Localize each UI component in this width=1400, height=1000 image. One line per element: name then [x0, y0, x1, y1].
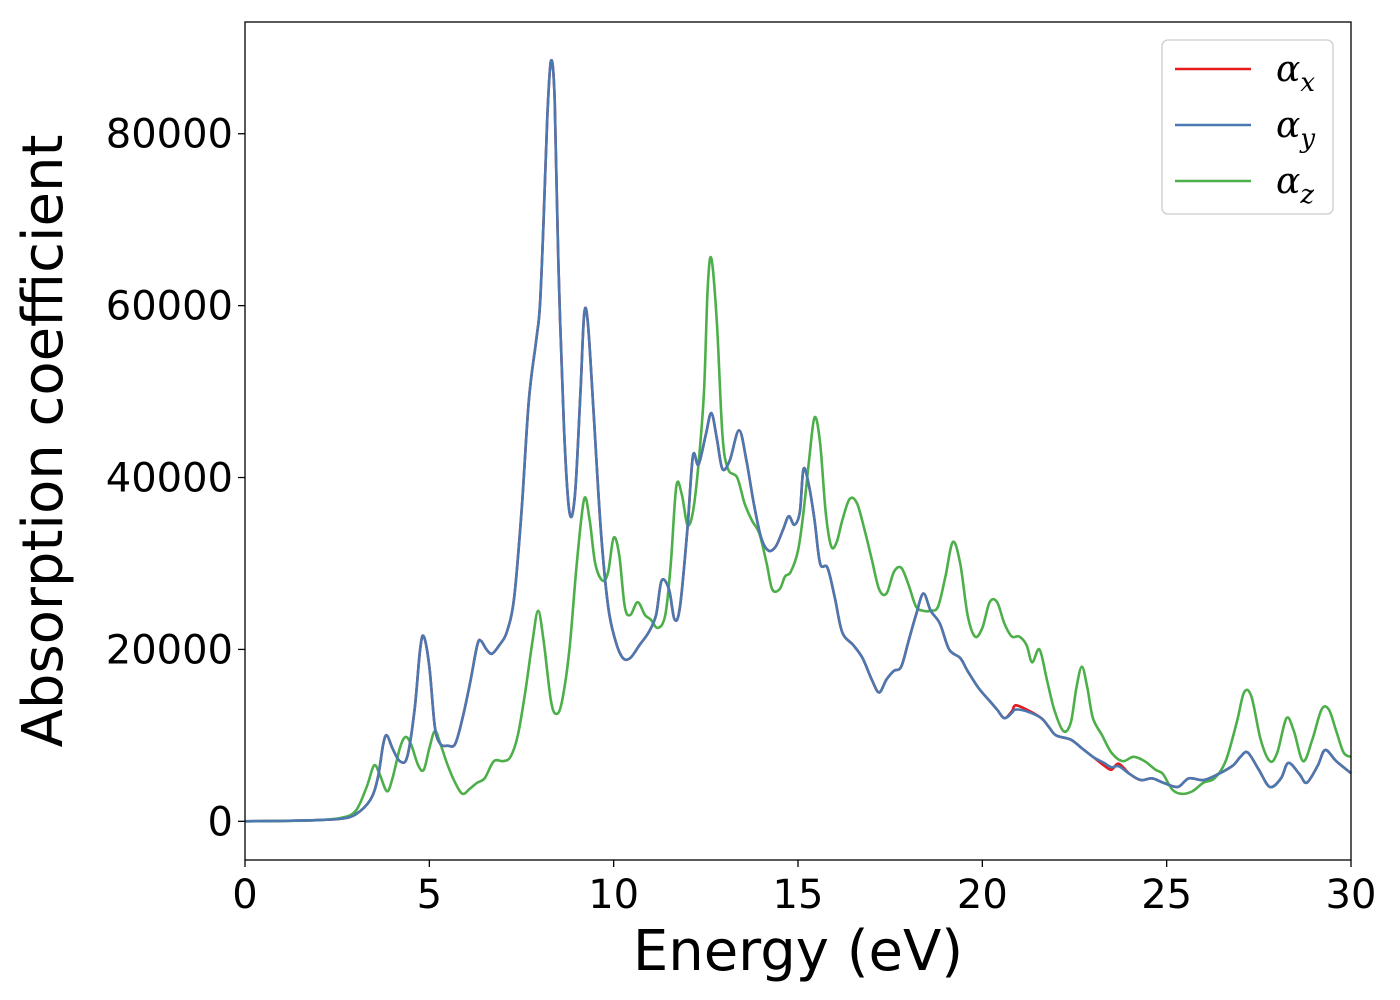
y-tick-label: 20000: [106, 627, 233, 673]
legend: αx αy αz: [1161, 39, 1334, 215]
y-tick-label: 0: [208, 799, 233, 845]
y-tick-label: 40000: [106, 456, 233, 502]
x-tick-label: 5: [417, 872, 442, 918]
legend-label-z: αz: [1276, 161, 1314, 210]
legend-label-y: αy: [1276, 105, 1315, 154]
x-tick-label: 30: [1326, 872, 1377, 918]
x-tick-label: 10: [588, 872, 639, 918]
legend-entries: αx αy αz: [1175, 49, 1315, 210]
x-tick-label: 25: [1141, 872, 1192, 918]
series-line-y: [244, 58, 1352, 823]
y-tick-label: 60000: [106, 284, 233, 330]
x-axis-ticks: 0 5 10 15 20 25 30: [232, 860, 1376, 918]
series-line-z: [244, 255, 1352, 823]
x-axis-label: Energy (eV): [633, 919, 963, 984]
y-axis-label: Absorption coefficient: [11, 135, 76, 748]
x-tick-label: 20: [957, 872, 1008, 918]
x-tick-label: 15: [773, 872, 824, 918]
y-tick-label: 80000: [106, 112, 233, 158]
series-layer: [244, 58, 1352, 823]
x-tick-label: 0: [232, 872, 257, 918]
legend-box: [1161, 39, 1334, 215]
legend-label-x: αx: [1276, 49, 1315, 98]
y-axis-ticks: 0 20000 40000 60000 80000: [106, 112, 245, 845]
